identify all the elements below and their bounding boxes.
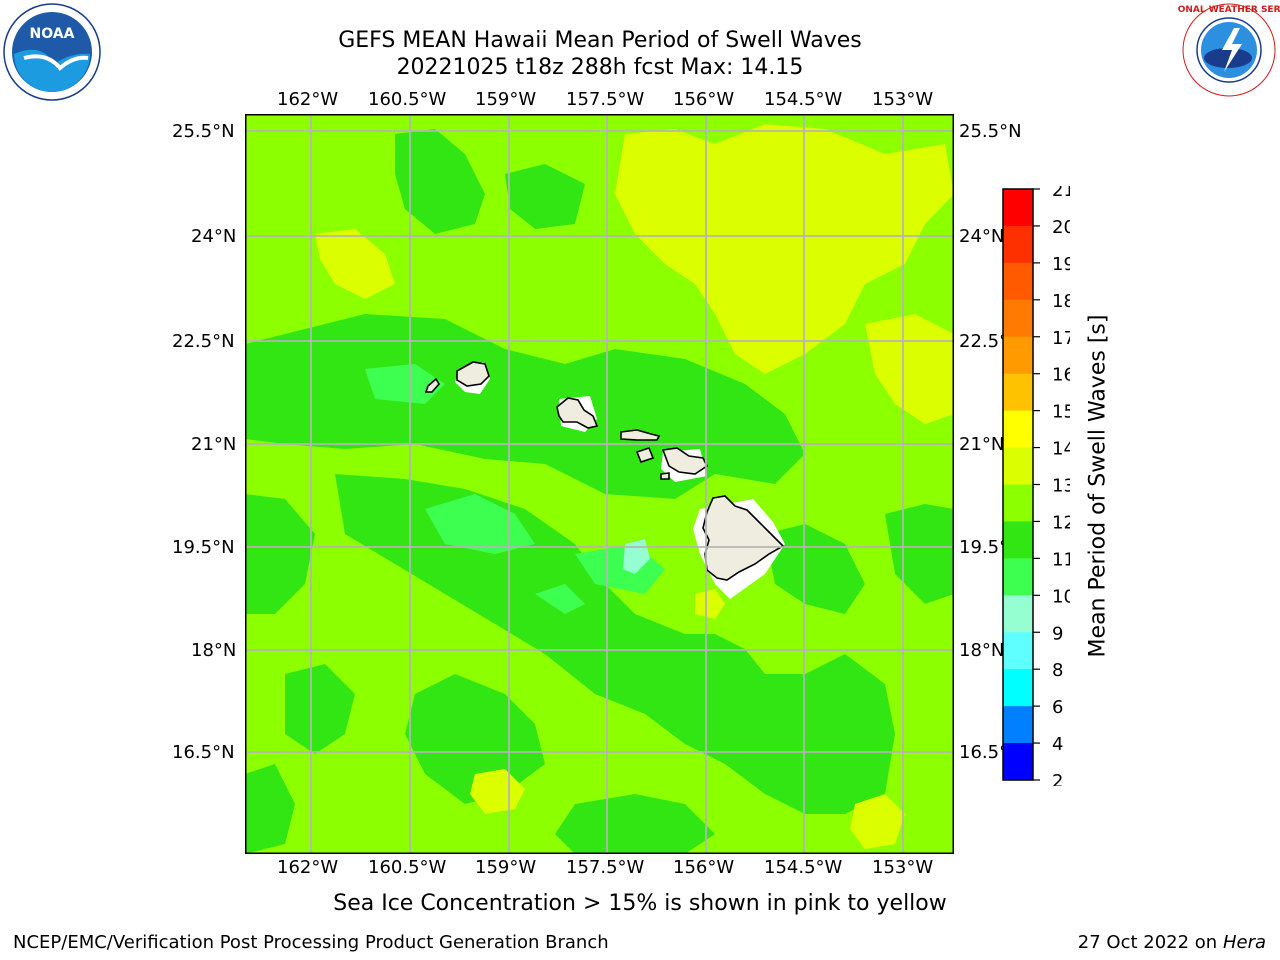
colorbar-tick-label: 16 — [1052, 365, 1070, 386]
map-frame — [245, 114, 954, 854]
nws-logo-icon: NATIONAL WEATHER SERVICE — [1178, 3, 1280, 97]
lon-label-bottom: 157.5°W — [566, 857, 645, 878]
lat-label-left: 25.5°N — [172, 121, 235, 142]
noaa-logo-icon: NOAA — [3, 3, 101, 101]
lon-label-bottom: 162°W — [277, 857, 339, 878]
lat-label-right: 16.5° — [959, 742, 1009, 763]
colorbar-band — [1003, 706, 1033, 744]
colorbar-band — [1003, 189, 1033, 227]
footer-date-text: 27 Oct 2022 on — [1077, 932, 1223, 953]
colorbar-tick-label: 15 — [1052, 402, 1070, 423]
colorbar-band — [1003, 299, 1033, 338]
lon-label-top: 156°W — [673, 89, 735, 110]
nws-logo-text: NATIONAL WEATHER SERVICE — [1178, 5, 1280, 15]
lon-label-top: 153°W — [872, 89, 934, 110]
colorbar-label: Mean Period of Swell Waves [s] — [1085, 314, 1111, 658]
colorbar-tick-label: 2 — [1052, 771, 1063, 786]
lat-label-left: 24°N — [191, 226, 237, 247]
colorbar-band — [1003, 743, 1033, 781]
footer-host: Hera — [1222, 932, 1266, 953]
sea-ice-note: Sea Ice Concentration > 15% is shown in … — [333, 891, 947, 916]
lon-label-bottom: 160.5°W — [368, 857, 447, 878]
colorbar-tick-label: 9 — [1052, 623, 1063, 644]
lat-label-right: 22.5° — [959, 331, 1009, 352]
lat-label-left: 18°N — [191, 640, 237, 661]
hawaiian-islands — [424, 361, 785, 581]
lat-label-right: 19.5° — [959, 537, 1009, 558]
lon-label-top: 160.5°W — [368, 89, 447, 110]
colorbar-tick-label: 19 — [1052, 254, 1070, 275]
colorbar-band — [1003, 521, 1033, 559]
colorbar-tick-label: 8 — [1052, 660, 1063, 681]
colorbar-band — [1003, 410, 1033, 449]
colorbar-band — [1003, 336, 1033, 375]
colorbar-band — [1003, 632, 1033, 670]
colorbar-tick-label: 12 — [1052, 512, 1070, 533]
island-molokai — [620, 429, 661, 441]
colorbar-tick-label: 6 — [1052, 697, 1063, 718]
lon-label-top: 162°W — [277, 89, 339, 110]
island-hawaii — [702, 495, 785, 581]
chart-title: GEFS MEAN Hawaii Mean Period of Swell Wa… — [338, 28, 862, 53]
colorbar: 21 20 19 18 17 16 15 14 13 12 11 10 9 8 6 4 2 — [1002, 186, 1070, 786]
map-panel — [245, 114, 954, 854]
lat-label-right: 24°N — [959, 226, 1005, 247]
colorbar-tick-label: 17 — [1052, 328, 1070, 349]
island-oahu — [556, 397, 599, 429]
lat-label-right: 21°N — [959, 434, 1005, 455]
colorbar-tick-label: 20 — [1052, 217, 1070, 238]
colorbar-band — [1003, 447, 1033, 485]
island-niihau — [424, 377, 440, 393]
lat-label-left: 21°N — [191, 434, 237, 455]
graticule — [245, 114, 954, 854]
lat-label-right: 18°N — [959, 640, 1005, 661]
colorbar-band — [1003, 595, 1033, 633]
lat-label-left: 19.5°N — [172, 537, 235, 558]
lon-label-top: 157.5°W — [566, 89, 645, 110]
colorbar-band — [1003, 558, 1033, 596]
colorbar-band — [1003, 669, 1033, 707]
lat-label-left: 22.5°N — [172, 331, 235, 352]
colorbar-tick-label: 21 — [1052, 186, 1070, 201]
lat-label-right: 25.5°N — [959, 121, 1022, 142]
lon-label-bottom: 154.5°W — [764, 857, 843, 878]
lat-label-left: 16.5°N — [172, 742, 235, 763]
colorbar-band — [1003, 484, 1033, 522]
lon-label-bottom: 153°W — [872, 857, 934, 878]
colorbar-tick-label: 13 — [1052, 476, 1070, 497]
colorbar-tick-label: 10 — [1052, 586, 1070, 607]
colorbar-tick-label: 4 — [1052, 734, 1063, 755]
colorbar-band — [1003, 225, 1033, 264]
footer-credit: NCEP/EMC/Verification Post Processing Pr… — [13, 932, 609, 953]
island-kauai — [456, 361, 490, 387]
island-lanai — [635, 447, 655, 463]
lon-label-top: 154.5°W — [764, 89, 843, 110]
footer-date: 27 Oct 2022 on Hera — [1078, 932, 1266, 953]
colorbar-tick-label: 14 — [1052, 439, 1070, 460]
colorbar-band — [1003, 262, 1033, 301]
noaa-logo-text: NOAA — [30, 26, 75, 42]
colorbar-band — [1003, 373, 1033, 412]
lon-label-bottom: 159°W — [475, 857, 537, 878]
colorbar-tick-label: 18 — [1052, 291, 1070, 312]
colorbar-tick-label: 11 — [1052, 549, 1070, 570]
island-kahoolawe — [660, 472, 670, 480]
lon-label-top: 159°W — [475, 89, 537, 110]
island-maui — [661, 447, 709, 475]
chart-subtitle: 20221025 t18z 288h fcst Max: 14.15 — [396, 55, 804, 80]
lon-label-bottom: 156°W — [673, 857, 735, 878]
